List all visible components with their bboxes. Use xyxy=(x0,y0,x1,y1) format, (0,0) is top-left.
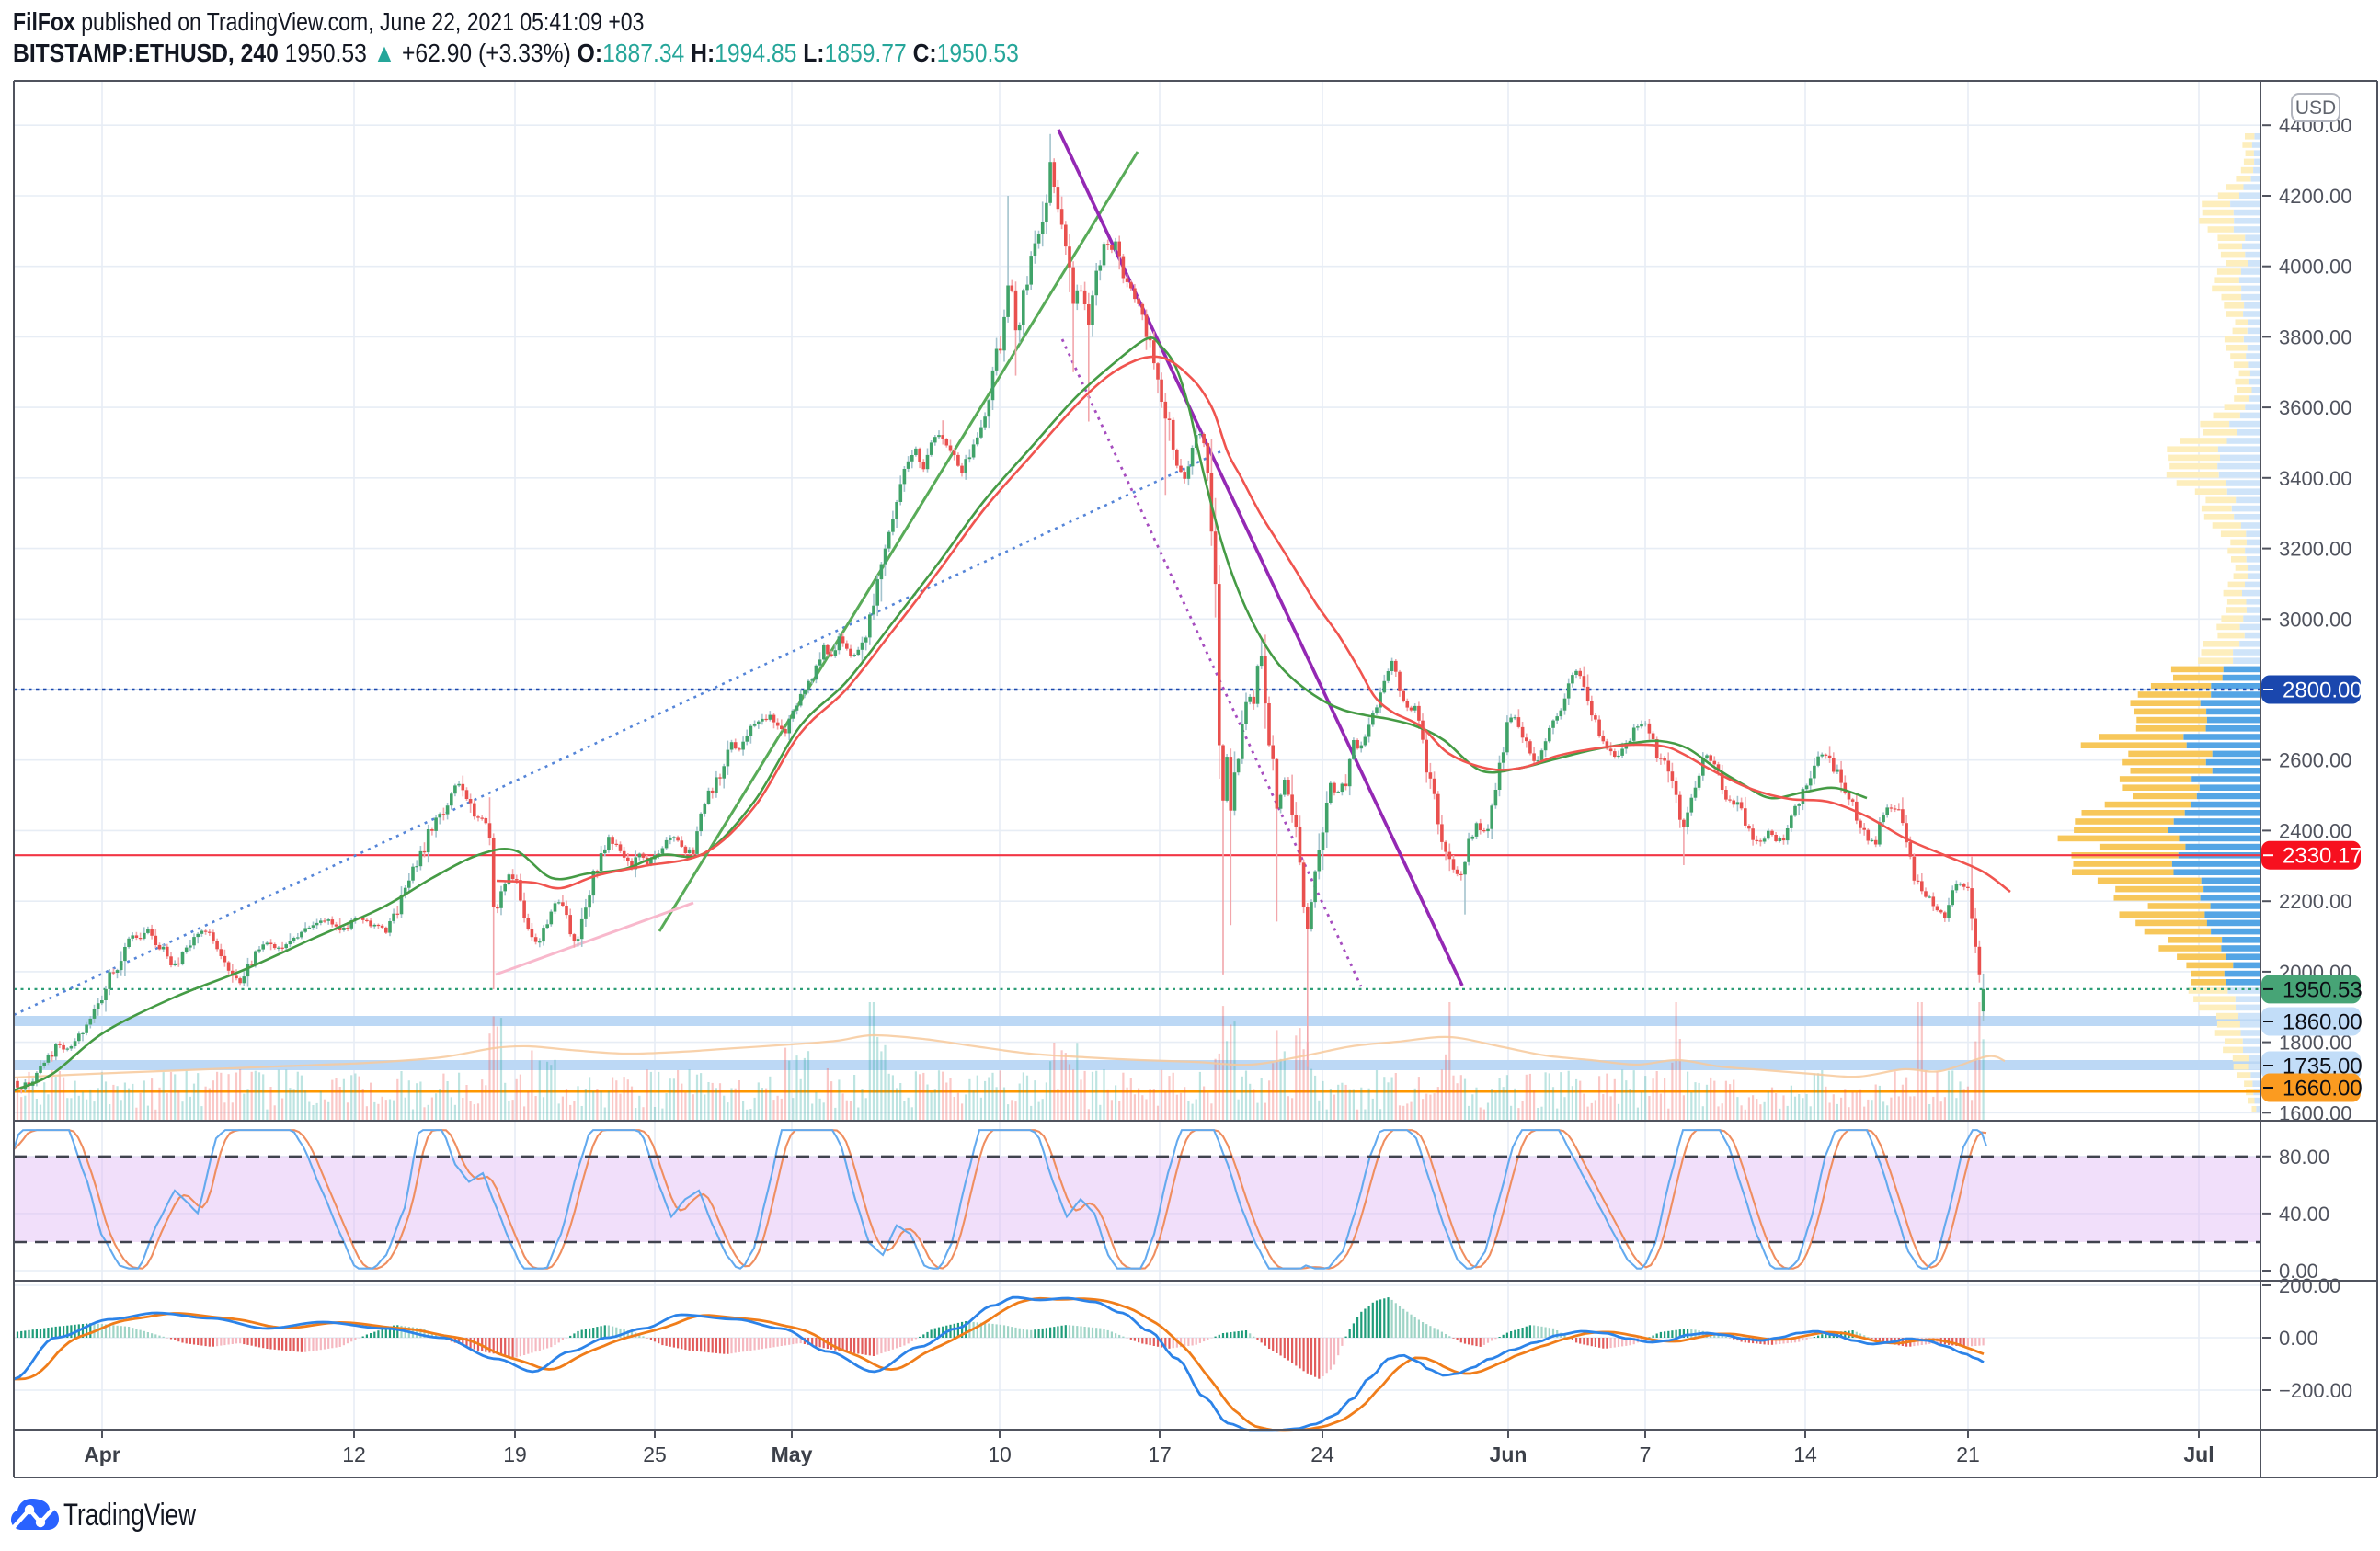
svg-text:2600.00: 2600.00 xyxy=(2279,749,2352,772)
svg-text:19: 19 xyxy=(503,1443,527,1466)
svg-text:3200.00: 3200.00 xyxy=(2279,538,2352,561)
svg-text:4200.00: 4200.00 xyxy=(2279,185,2352,208)
svg-text:4000.00: 4000.00 xyxy=(2279,256,2352,279)
svg-text:2200.00: 2200.00 xyxy=(2279,890,2352,913)
svg-text:May: May xyxy=(772,1443,813,1466)
svg-text:21: 21 xyxy=(1956,1443,1980,1466)
svg-text:−200.00: −200.00 xyxy=(2279,1379,2352,1402)
svg-text:14: 14 xyxy=(1793,1443,1817,1466)
svg-text:USD: USD xyxy=(2295,97,2336,119)
svg-text:1600.00: 1600.00 xyxy=(2279,1101,2352,1124)
svg-text:TradingView: TradingView xyxy=(63,1499,196,1533)
svg-text:2800.00: 2800.00 xyxy=(2283,679,2363,703)
svg-text:0.00: 0.00 xyxy=(2279,1327,2318,1350)
svg-text:1860.00: 1860.00 xyxy=(2283,1010,2363,1035)
svg-text:40.00: 40.00 xyxy=(2279,1203,2329,1226)
svg-text:80.00: 80.00 xyxy=(2279,1146,2329,1169)
svg-text:FilFox published on TradingVie: FilFox published on TradingView.com, Jun… xyxy=(13,8,644,37)
svg-text:12: 12 xyxy=(342,1443,366,1466)
svg-text:10: 10 xyxy=(988,1443,1012,1466)
svg-text:Jun: Jun xyxy=(1490,1443,1528,1466)
svg-text:2400.00: 2400.00 xyxy=(2279,819,2352,842)
svg-text:3800.00: 3800.00 xyxy=(2279,325,2352,348)
svg-text:1660.00: 1660.00 xyxy=(2283,1077,2363,1101)
svg-text:3400.00: 3400.00 xyxy=(2279,467,2352,490)
svg-text:25: 25 xyxy=(643,1443,667,1466)
svg-text:7: 7 xyxy=(1640,1443,1652,1466)
svg-text:Jul: Jul xyxy=(2183,1443,2214,1466)
svg-text:24: 24 xyxy=(1310,1443,1334,1466)
svg-text:1950.53: 1950.53 xyxy=(2283,977,2363,1002)
svg-text:3000.00: 3000.00 xyxy=(2279,608,2352,631)
svg-text:2330.17: 2330.17 xyxy=(2283,844,2363,869)
svg-text:17: 17 xyxy=(1148,1443,1172,1466)
svg-text:200.00: 200.00 xyxy=(2279,1274,2340,1297)
svg-text:3600.00: 3600.00 xyxy=(2279,396,2352,419)
svg-text:Apr: Apr xyxy=(84,1443,120,1466)
svg-text:BITSTAMP:ETHUSD, 240 1950.53: BITSTAMP:ETHUSD, 240 1950.53 ▲ +62.90 (+… xyxy=(13,39,1019,68)
